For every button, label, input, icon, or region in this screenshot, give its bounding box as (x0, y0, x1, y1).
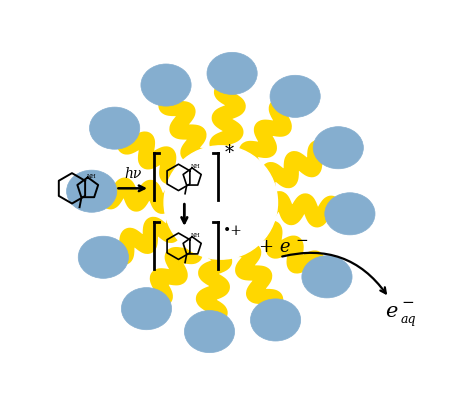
Ellipse shape (270, 75, 320, 117)
Ellipse shape (121, 288, 172, 330)
Ellipse shape (250, 299, 301, 341)
Text: e: e (385, 303, 397, 321)
Ellipse shape (302, 256, 352, 298)
Text: NH: NH (191, 233, 200, 238)
Ellipse shape (184, 311, 235, 353)
Ellipse shape (66, 170, 117, 212)
Text: −: − (401, 296, 414, 310)
Text: + e: + e (259, 238, 291, 256)
Text: −: − (295, 234, 308, 248)
Text: *: * (225, 144, 234, 162)
Ellipse shape (207, 52, 257, 94)
Ellipse shape (141, 64, 191, 106)
Text: hν: hν (124, 167, 141, 181)
Text: •+: •+ (222, 224, 242, 238)
Ellipse shape (90, 107, 140, 149)
Text: NH: NH (191, 164, 200, 169)
Ellipse shape (325, 193, 375, 235)
Text: aq: aq (401, 313, 417, 326)
Circle shape (164, 146, 277, 259)
Ellipse shape (78, 236, 128, 278)
Ellipse shape (313, 127, 364, 169)
Text: NH: NH (87, 174, 96, 179)
